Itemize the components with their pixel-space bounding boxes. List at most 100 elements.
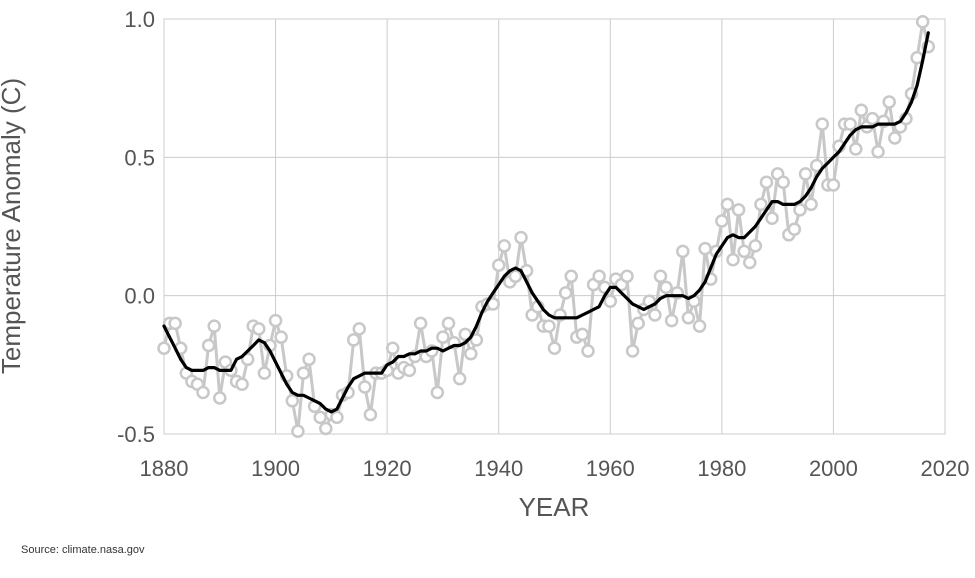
annual-mean-point [352, 322, 366, 336]
annual-mean-point [157, 341, 171, 355]
annual-mean-point [765, 211, 779, 225]
annual-mean-point [603, 294, 618, 308]
annual-mean-point [848, 142, 863, 156]
plot-area-frame [163, 18, 946, 435]
annual-mean-point [787, 222, 802, 237]
annual-mean-point [715, 214, 729, 228]
annual-mean-point [213, 391, 227, 405]
y-tick-label: -0.5 [117, 422, 155, 447]
annual-mean-point [402, 363, 417, 378]
annual-mean-series [157, 15, 936, 438]
annual-mean-point [754, 197, 768, 212]
annual-mean-point [274, 330, 288, 344]
annual-mean-point [201, 338, 216, 353]
annual-mean-point [508, 269, 523, 284]
annual-mean-point [497, 239, 512, 253]
annual-mean-point [815, 117, 830, 131]
annual-mean-point [575, 327, 590, 342]
annual-mean-point [514, 230, 528, 245]
annual-mean-point [620, 269, 634, 284]
annual-mean-point [346, 333, 361, 347]
annual-mean-point [441, 316, 456, 331]
annual-mean-point [469, 333, 484, 347]
annual-mean-point [285, 394, 300, 408]
x-tick-label: 1960 [586, 456, 635, 481]
annual-mean-point [302, 352, 316, 367]
annual-mean-point [692, 319, 707, 333]
annual-mean-point [664, 313, 679, 328]
annual-mean-point [592, 269, 606, 284]
series-layer [157, 15, 936, 438]
annual-mean-point [720, 197, 735, 212]
annual-mean-point [240, 352, 255, 367]
annual-mean-point [809, 158, 824, 173]
annual-mean-point [915, 15, 930, 29]
annual-mean-point [196, 385, 210, 400]
annual-mean-point [804, 197, 818, 212]
annual-mean-point [430, 385, 445, 400]
annual-mean-point [558, 286, 573, 300]
x-tick-label: 1980 [697, 456, 746, 481]
annual-mean-point [207, 319, 221, 333]
x-tick-label: 1940 [474, 456, 523, 481]
annual-mean-point [268, 313, 283, 328]
x-tick-label: 1880 [140, 456, 189, 481]
annual-mean-point [843, 117, 857, 131]
annual-mean-point [659, 280, 673, 295]
annual-mean-point [313, 410, 327, 425]
annual-mean-point [826, 178, 841, 192]
annual-mean-point [413, 316, 428, 331]
annual-mean-point [653, 269, 668, 284]
annual-mean-point [168, 316, 182, 331]
y-axis-title: Temperature Anomaly (C) [0, 78, 26, 374]
y-tick-label: 1.0 [124, 7, 155, 32]
x-tick-label: 2020 [921, 456, 970, 481]
annual-mean-point [581, 344, 595, 358]
annual-mean-point [296, 366, 311, 380]
annual-mean-point [491, 258, 506, 272]
annual-mean-point [698, 241, 712, 256]
annual-mean-point [854, 103, 869, 118]
annual-mean-point [631, 316, 645, 331]
annual-mean-point [726, 252, 740, 267]
annual-mean-point [330, 410, 344, 425]
annual-mean-point [882, 95, 896, 109]
y-tick-label: 0.5 [124, 145, 155, 170]
annual-mean-point [865, 111, 880, 126]
annual-mean-point [257, 366, 272, 380]
annual-mean-point [564, 269, 578, 284]
x-tick-labels: 1880 1900 1920 1940 1960 1980 2000 2020 [140, 456, 970, 481]
annual-mean-point [235, 377, 249, 391]
y-tick-label: 0.0 [124, 284, 155, 309]
annual-mean-point [793, 203, 807, 217]
smoothed-trend-line [162, 31, 930, 414]
y-tick-labels: 1.0 0.5 0.0 -0.5 [117, 7, 155, 447]
annual-mean-point [648, 308, 662, 322]
annual-mean-point [759, 175, 774, 189]
annual-mean-point [888, 131, 902, 145]
x-tick-label: 1900 [251, 456, 300, 481]
annual-mean-point [542, 319, 556, 333]
annual-mean-point [776, 175, 790, 189]
annual-mean-point [676, 244, 690, 259]
annual-mean-point [385, 341, 400, 355]
annual-mean-point [252, 322, 266, 336]
annual-mean-point [737, 244, 751, 259]
annual-mean-point [681, 311, 696, 325]
x-axis-title: YEAR [519, 492, 590, 522]
annual-mean-point [871, 145, 885, 159]
annual-mean-point [547, 341, 562, 355]
annual-mean-point [625, 344, 640, 358]
annual-mean-point [358, 380, 372, 394]
x-tick-label: 1920 [363, 456, 412, 481]
source-note: Source: climate.nasa.gov [21, 544, 145, 556]
annual-mean-point [731, 203, 746, 217]
x-tick-label: 2000 [809, 456, 858, 481]
annual-mean-point [436, 330, 450, 344]
annual-mean-point [452, 371, 467, 386]
annual-mean-point [464, 347, 478, 361]
annual-mean-point [291, 424, 305, 438]
annual-mean-point [748, 239, 763, 253]
annual-mean-point [363, 407, 378, 422]
